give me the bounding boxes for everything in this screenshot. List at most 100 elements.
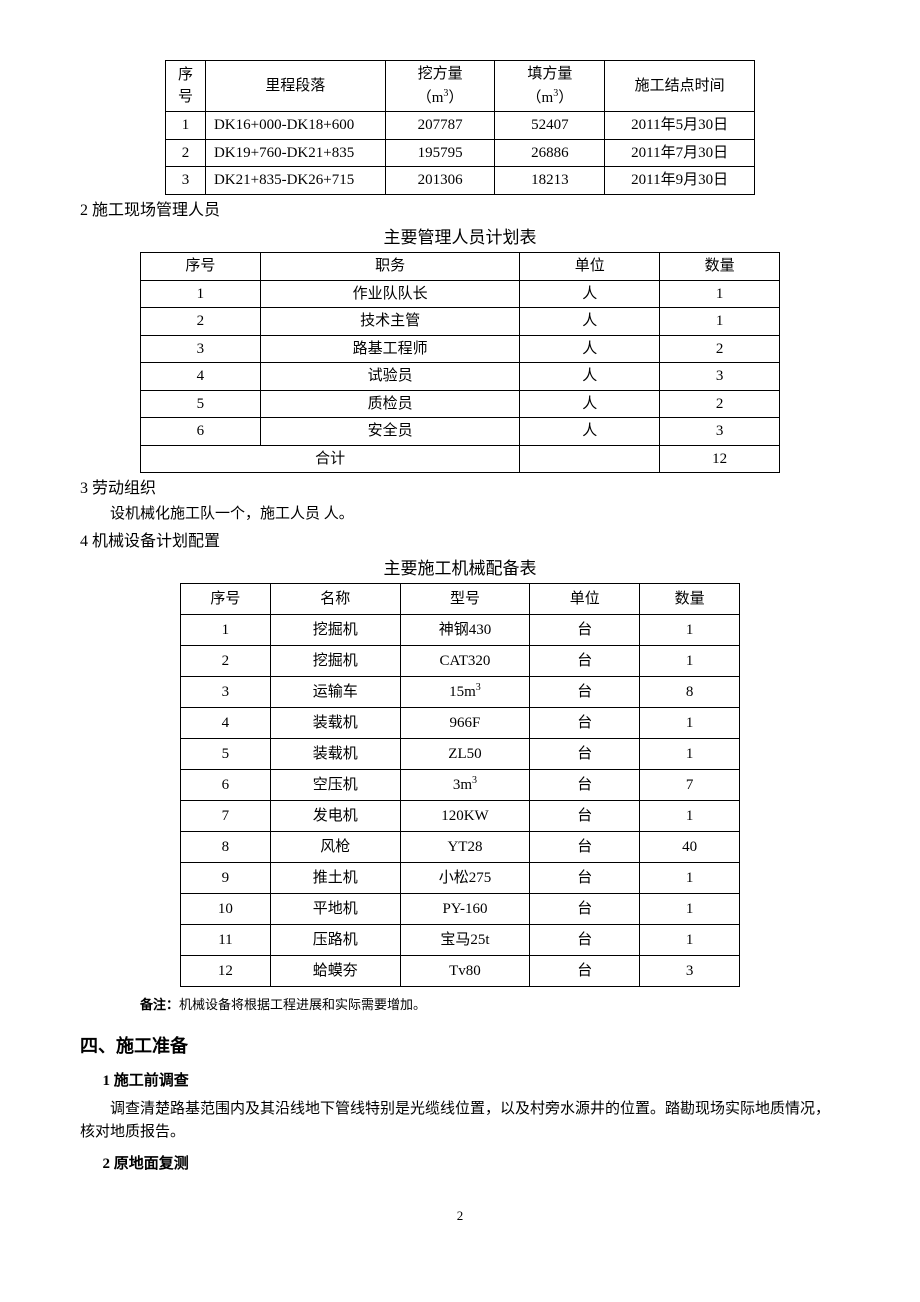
cell-role: 技术主管 (260, 308, 520, 336)
cell-value: 2011年9月30日 (605, 167, 755, 195)
cell-unit: 台 (530, 894, 640, 925)
heading-equipment-plan: 4 机械设备计划配置 (80, 530, 840, 554)
cell-seq: 8 (181, 832, 271, 863)
cell-section: DK19+760-DK21+835 (205, 139, 385, 167)
cell-model: 小松275 (400, 863, 530, 894)
cell-seq: 3 (181, 677, 271, 708)
cell-qty: 3 (640, 956, 740, 987)
cell-unit: 人 (520, 335, 660, 363)
equipment-table: 序号 名称 型号 单位 数量 1挖掘机神钢430台12挖掘机CAT320台13运… (180, 583, 740, 987)
col-cut: 挖方量（m3） (385, 61, 495, 112)
cell-model: 120KW (400, 801, 530, 832)
cell-name: 挖掘机 (270, 646, 400, 677)
heading-construction-preparation: 四、施工准备 (80, 1033, 840, 1060)
cell-seq: 2 (166, 139, 206, 167)
cell-seq: 5 (141, 390, 261, 418)
cell-seq: 3 (166, 167, 206, 195)
cell-qty: 1 (640, 615, 740, 646)
cell-qty: 2 (660, 335, 780, 363)
cell-name: 平地机 (270, 894, 400, 925)
cell-qty: 1 (640, 801, 740, 832)
cell-unit: 人 (520, 363, 660, 391)
cell-unit: 台 (530, 615, 640, 646)
cell-role: 作业队队长 (260, 280, 520, 308)
cell-name: 装载机 (270, 708, 400, 739)
cell-value: 52407 (495, 112, 605, 140)
cell-qty: 1 (640, 863, 740, 894)
cell-seq: 1 (166, 112, 206, 140)
cell-seq: 7 (181, 801, 271, 832)
table-row: 5装载机ZL50台1 (181, 739, 740, 770)
cell-unit: 台 (530, 956, 640, 987)
cell-total-unit (520, 445, 660, 473)
cell-unit: 台 (530, 646, 640, 677)
table-row: 1挖掘机神钢430台1 (181, 615, 740, 646)
col-end: 施工结点时间 (605, 61, 755, 112)
cell-section: DK16+000-DK18+600 (205, 112, 385, 140)
cell-unit: 台 (530, 801, 640, 832)
col-section: 里程段落 (205, 61, 385, 112)
cell-value: 195795 (385, 139, 495, 167)
table-row: 8风枪YT28台40 (181, 832, 740, 863)
cell-total-qty: 12 (660, 445, 780, 473)
note-label: 备注： (140, 997, 179, 1012)
cell-qty: 8 (640, 677, 740, 708)
table-row: 2技术主管人1 (141, 308, 780, 336)
cell-seq: 4 (181, 708, 271, 739)
table-total-row: 合计 12 (141, 445, 780, 473)
cell-model: ZL50 (400, 739, 530, 770)
cell-unit: 台 (530, 739, 640, 770)
table-row: 4装载机966F台1 (181, 708, 740, 739)
cell-value: 26886 (495, 139, 605, 167)
cell-seq: 9 (181, 863, 271, 894)
cell-model: YT28 (400, 832, 530, 863)
cell-unit: 人 (520, 390, 660, 418)
col-seq: 序号 (181, 584, 271, 615)
cell-unit: 台 (530, 677, 640, 708)
table-header-row: 序号 职务 单位 数量 (141, 253, 780, 281)
subheading-pre-survey: 1 施工前调查 (80, 1070, 840, 1093)
heading-site-managers: 2 施工现场管理人员 (80, 199, 840, 223)
cell-seq: 5 (181, 739, 271, 770)
cell-name: 蛤蟆夯 (270, 956, 400, 987)
col-model: 型号 (400, 584, 530, 615)
cell-unit: 人 (520, 308, 660, 336)
cell-name: 压路机 (270, 925, 400, 956)
col-role: 职务 (260, 253, 520, 281)
cell-qty: 7 (640, 770, 740, 801)
cell-qty: 3 (660, 363, 780, 391)
title-manager-plan: 主要管理人员计划表 (80, 225, 840, 251)
cell-unit: 台 (530, 863, 640, 894)
table-row: 5质检员人2 (141, 390, 780, 418)
cell-seq: 4 (141, 363, 261, 391)
table-row: 1作业队队长人1 (141, 280, 780, 308)
cell-unit: 人 (520, 280, 660, 308)
table-row: 6空压机3m3台7 (181, 770, 740, 801)
cell-qty: 40 (640, 832, 740, 863)
cell-qty: 1 (640, 646, 740, 677)
note-text: 机械设备将根据工程进展和实际需要增加。 (179, 997, 426, 1012)
table-row: 2挖掘机CAT320台1 (181, 646, 740, 677)
cell-model: Tv80 (400, 956, 530, 987)
title-equipment-table: 主要施工机械配备表 (80, 556, 840, 582)
cell-unit: 台 (530, 708, 640, 739)
cell-unit: 台 (530, 770, 640, 801)
manager-plan-table: 序号 职务 单位 数量 1作业队队长人12技术主管人13路基工程师人24试验员人… (140, 252, 780, 473)
table-row: 7发电机120KW台1 (181, 801, 740, 832)
subheading-ground-resurvey: 2 原地面复测 (80, 1153, 840, 1176)
cell-seq: 1 (141, 280, 261, 308)
cell-value: 201306 (385, 167, 495, 195)
cell-seq: 6 (181, 770, 271, 801)
cell-name: 装载机 (270, 739, 400, 770)
cell-model: 神钢430 (400, 615, 530, 646)
heading-labor-org: 3 劳动组织 (80, 477, 840, 501)
cell-qty: 1 (640, 925, 740, 956)
cell-model: 3m3 (400, 770, 530, 801)
cell-seq: 11 (181, 925, 271, 956)
cell-seq: 12 (181, 956, 271, 987)
cell-qty: 3 (660, 418, 780, 446)
table-header-row: 序号 里程段落 挖方量（m3） 填方量（m3） 施工结点时间 (166, 61, 755, 112)
cell-total-label: 合计 (141, 445, 520, 473)
cell-name: 运输车 (270, 677, 400, 708)
cell-value: 207787 (385, 112, 495, 140)
